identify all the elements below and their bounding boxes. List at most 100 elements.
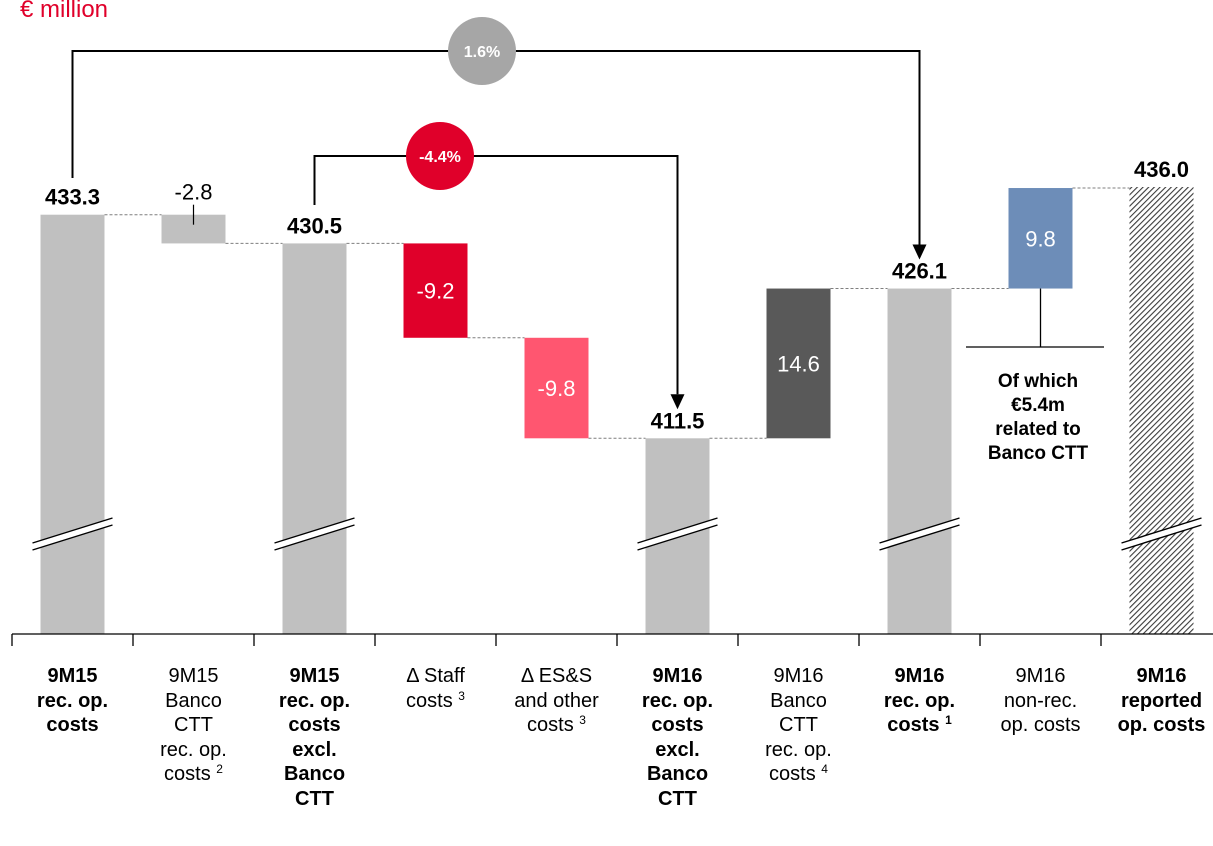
x-tick-label: 9M16 reported op. costs bbox=[1101, 664, 1213, 738]
connector-lines bbox=[104, 187, 1130, 439]
axis-break-line bbox=[637, 517, 718, 544]
x-tick-label-line: rec. op. bbox=[278, 689, 351, 712]
data-label: -9.2 bbox=[417, 279, 455, 304]
x-tick-label-line: costs bbox=[651, 714, 704, 736]
x-tick-label-line: CTT bbox=[295, 787, 334, 810]
axis-break-line bbox=[32, 524, 113, 551]
bar bbox=[403, 243, 468, 338]
axis-break-line bbox=[274, 524, 355, 551]
x-tick-label-line: Δ Staff bbox=[406, 665, 465, 687]
x-tick-label-line: CTT bbox=[779, 714, 818, 736]
x-tick-label-line: Banco bbox=[283, 763, 346, 785]
axis-break-marks bbox=[32, 517, 1202, 551]
growth-circle bbox=[406, 122, 474, 190]
bar bbox=[766, 288, 831, 439]
growth-bracket bbox=[313, 155, 679, 395]
x-tick-label-line: 9M16 bbox=[1136, 665, 1187, 687]
callout-line: Banco CTT bbox=[987, 443, 1089, 464]
x-tick-label: 9M16 rec. op. costs excl. Banco CTT bbox=[617, 664, 738, 811]
arrow-head bbox=[912, 244, 927, 260]
data-label: 9.8 bbox=[1025, 226, 1056, 251]
data-label: 430.5 bbox=[287, 213, 342, 238]
x-tick-label-line: 9M16 bbox=[894, 665, 945, 687]
axis-break-line bbox=[32, 517, 113, 544]
footnote-marker: 3 bbox=[458, 688, 465, 703]
x-tick-label-line: Δ ES&S bbox=[520, 665, 593, 687]
x-axis bbox=[11, 633, 1213, 646]
x-tick-label-line: 9M15 bbox=[168, 665, 219, 687]
x-tick-label: 9M15 rec. op. costs bbox=[12, 664, 133, 738]
data-label: 411.5 bbox=[651, 408, 705, 433]
x-tick-label-line: rec. op. bbox=[160, 738, 227, 761]
data-label: -2.8 bbox=[175, 180, 213, 205]
callout-bracket bbox=[966, 288, 1104, 348]
bar bbox=[1008, 188, 1073, 289]
x-tick-label-line: costs 3 bbox=[527, 713, 586, 736]
axis-break-line bbox=[1121, 524, 1202, 551]
x-tick-label-line: CTT bbox=[174, 714, 213, 736]
footnote-marker: 3 bbox=[579, 713, 586, 727]
bar bbox=[887, 288, 952, 634]
x-tick-label-line: costs 2 bbox=[164, 762, 223, 785]
x-tick-label-line: costs bbox=[288, 714, 341, 736]
data-labels: 433.3 -2.8 430.5 -9.2 -9.8 411.5 14.6 426.1 9.8 4… bbox=[45, 157, 1189, 433]
callout-line: Of which bbox=[997, 371, 1079, 392]
x-tick-label: Δ ES&S and other costs 3 bbox=[496, 664, 617, 738]
x-tick-label-line: costs 3 bbox=[406, 688, 465, 712]
growth-label: 1.6% bbox=[464, 44, 500, 61]
axis-break-mark bbox=[637, 518, 718, 550]
x-tick-label-line: rec. op. bbox=[36, 689, 109, 712]
x-tick-label-line: and other bbox=[514, 689, 599, 712]
arrow-head bbox=[670, 394, 685, 410]
x-tick-label-line: op. costs bbox=[1117, 714, 1206, 736]
data-label: 426.1 bbox=[892, 259, 947, 284]
bar bbox=[1129, 187, 1194, 634]
x-tick-label-line: costs 1 bbox=[887, 713, 952, 736]
axis-break-line bbox=[879, 524, 960, 551]
footnote-marker: 1 bbox=[945, 713, 952, 727]
x-tick-label: 9M16 non-rec. op. costs bbox=[980, 664, 1101, 738]
x-tick-label-line: CTT bbox=[658, 787, 697, 810]
callout-line: €5.4m bbox=[1011, 395, 1065, 416]
axis-break-mark bbox=[32, 518, 113, 550]
x-tick-label-line: Banco bbox=[770, 689, 827, 712]
unit-label: € million bbox=[20, 0, 109, 23]
axis-break-mark bbox=[1121, 518, 1202, 550]
bar bbox=[282, 243, 347, 634]
x-tick-label-line: rec. op. bbox=[641, 689, 714, 712]
x-tick-label-line: excl. bbox=[292, 738, 337, 761]
x-tick-label-line: 9M15 bbox=[289, 665, 340, 687]
data-label: 433.3 bbox=[45, 185, 100, 210]
growth-annotations: 1.6% -4.4% bbox=[71, 17, 927, 410]
x-tick-label: 9M15 Banco CTT rec. op. costs 2 bbox=[133, 664, 254, 787]
axis-break-line bbox=[1121, 517, 1202, 544]
x-tick-label: Δ Staff costs 3 bbox=[375, 664, 496, 713]
x-tick-label: 9M16 rec. op. costs 1 bbox=[859, 664, 980, 738]
data-label: 14.6 bbox=[777, 351, 820, 376]
growth-label: -4.4% bbox=[419, 149, 461, 166]
x-tick-label-line: rec. op. bbox=[883, 689, 956, 712]
axis-break-mark bbox=[879, 518, 960, 550]
x-tick-label-line: costs bbox=[46, 714, 99, 736]
x-tick-label-line: rec. op. bbox=[765, 738, 832, 761]
bar bbox=[524, 337, 589, 439]
x-tick-label-line: costs 4 bbox=[769, 762, 828, 785]
data-label: 436.0 bbox=[1134, 157, 1189, 182]
x-tick-label-line: Banco bbox=[165, 689, 222, 712]
axis-break-line bbox=[879, 517, 960, 544]
x-tick-label-line: Banco bbox=[646, 763, 709, 785]
axis-break-line bbox=[274, 517, 355, 544]
x-tick-label-line: 9M15 bbox=[47, 665, 98, 687]
footnote-marker: 2 bbox=[216, 762, 223, 776]
growth-circle bbox=[448, 17, 516, 85]
x-tick-label-line: 9M16 bbox=[652, 665, 703, 687]
axis-break-mark bbox=[274, 518, 355, 550]
bar bbox=[40, 214, 105, 635]
data-label: -9.8 bbox=[538, 376, 576, 401]
footnote-marker: 4 bbox=[821, 762, 828, 776]
callout-note: Of which €5.4m related to Banco CTT bbox=[968, 370, 1108, 466]
x-tick-label: 9M15 rec. op. costs excl. Banco CTT bbox=[254, 664, 375, 811]
callout-line: related to bbox=[995, 419, 1081, 440]
x-tick-label-line: op. costs bbox=[1000, 714, 1081, 736]
